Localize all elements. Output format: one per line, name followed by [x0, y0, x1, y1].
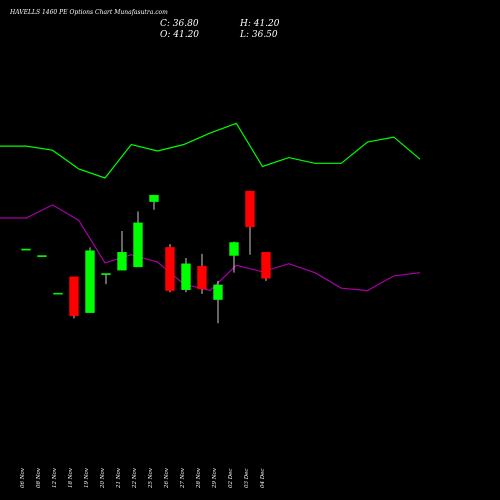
candle-body — [229, 242, 239, 256]
x-tick-label: 03 Dec — [244, 469, 250, 489]
candle-body — [69, 276, 79, 317]
x-tick-label: 12 Nov — [52, 467, 58, 488]
candle — [165, 244, 175, 293]
chart-title: HAVELLS 1460 PE Options Chart Munafasutr… — [9, 9, 168, 16]
x-tick-label: 19 Nov — [84, 467, 90, 488]
x-tick-label: 25 Nov — [148, 467, 154, 489]
candle-body — [53, 292, 63, 295]
candle-body — [133, 222, 143, 268]
candle — [21, 248, 31, 251]
upper-line — [0, 122, 421, 179]
candle-body — [197, 265, 207, 290]
candle — [213, 280, 223, 324]
open-value: O: 41.20 — [160, 30, 199, 40]
candle-body — [37, 255, 47, 257]
candle — [101, 273, 111, 285]
indicator-lines — [0, 122, 421, 292]
x-tick-label: 04 Dec — [260, 469, 266, 489]
high-value: H: 41.20 — [239, 19, 280, 29]
candle — [53, 292, 63, 295]
x-tick-label: 27 Nov — [180, 467, 186, 489]
candle — [37, 255, 47, 257]
candle-body — [245, 190, 255, 228]
candle-body — [149, 194, 159, 202]
x-tick-label: 18 Nov — [68, 467, 74, 488]
candles — [21, 190, 271, 324]
x-axis-ticks: 06 Nov 08 Nov 12 Nov 18 Nov 19 Nov 20 Nov 21 N… — [20, 467, 266, 489]
lower-line — [0, 204, 421, 292]
candle-body — [117, 252, 127, 271]
x-tick-label: 28 Nov — [196, 467, 202, 489]
x-tick-label: 02 Dec — [228, 469, 234, 489]
candle-body — [101, 273, 111, 275]
close-value: C: 36.80 — [160, 19, 199, 29]
x-tick-label: 20 Nov — [100, 467, 106, 489]
candle-body — [165, 247, 175, 291]
candle-body — [261, 252, 271, 279]
candle — [85, 247, 95, 313]
candle — [69, 276, 79, 319]
candle — [133, 211, 143, 268]
x-tick-label: 08 Nov — [36, 467, 42, 488]
x-tick-label: 26 Nov — [164, 467, 170, 489]
x-tick-label: 21 Nov — [116, 467, 122, 489]
candle — [229, 241, 239, 273]
candle — [149, 194, 159, 210]
candle-body — [181, 263, 191, 290]
candle-body — [85, 250, 95, 313]
candle — [261, 252, 271, 281]
candle — [117, 231, 127, 271]
candle-body — [213, 284, 223, 300]
x-tick-label: 29 Nov — [212, 467, 218, 489]
x-tick-label: 22 Nov — [132, 467, 138, 489]
x-tick-label: 06 Nov — [20, 467, 26, 488]
low-value: L: 36.50 — [239, 30, 278, 40]
candle — [197, 253, 207, 294]
candle-body — [21, 248, 31, 251]
candle — [181, 257, 191, 293]
candle — [245, 190, 255, 255]
